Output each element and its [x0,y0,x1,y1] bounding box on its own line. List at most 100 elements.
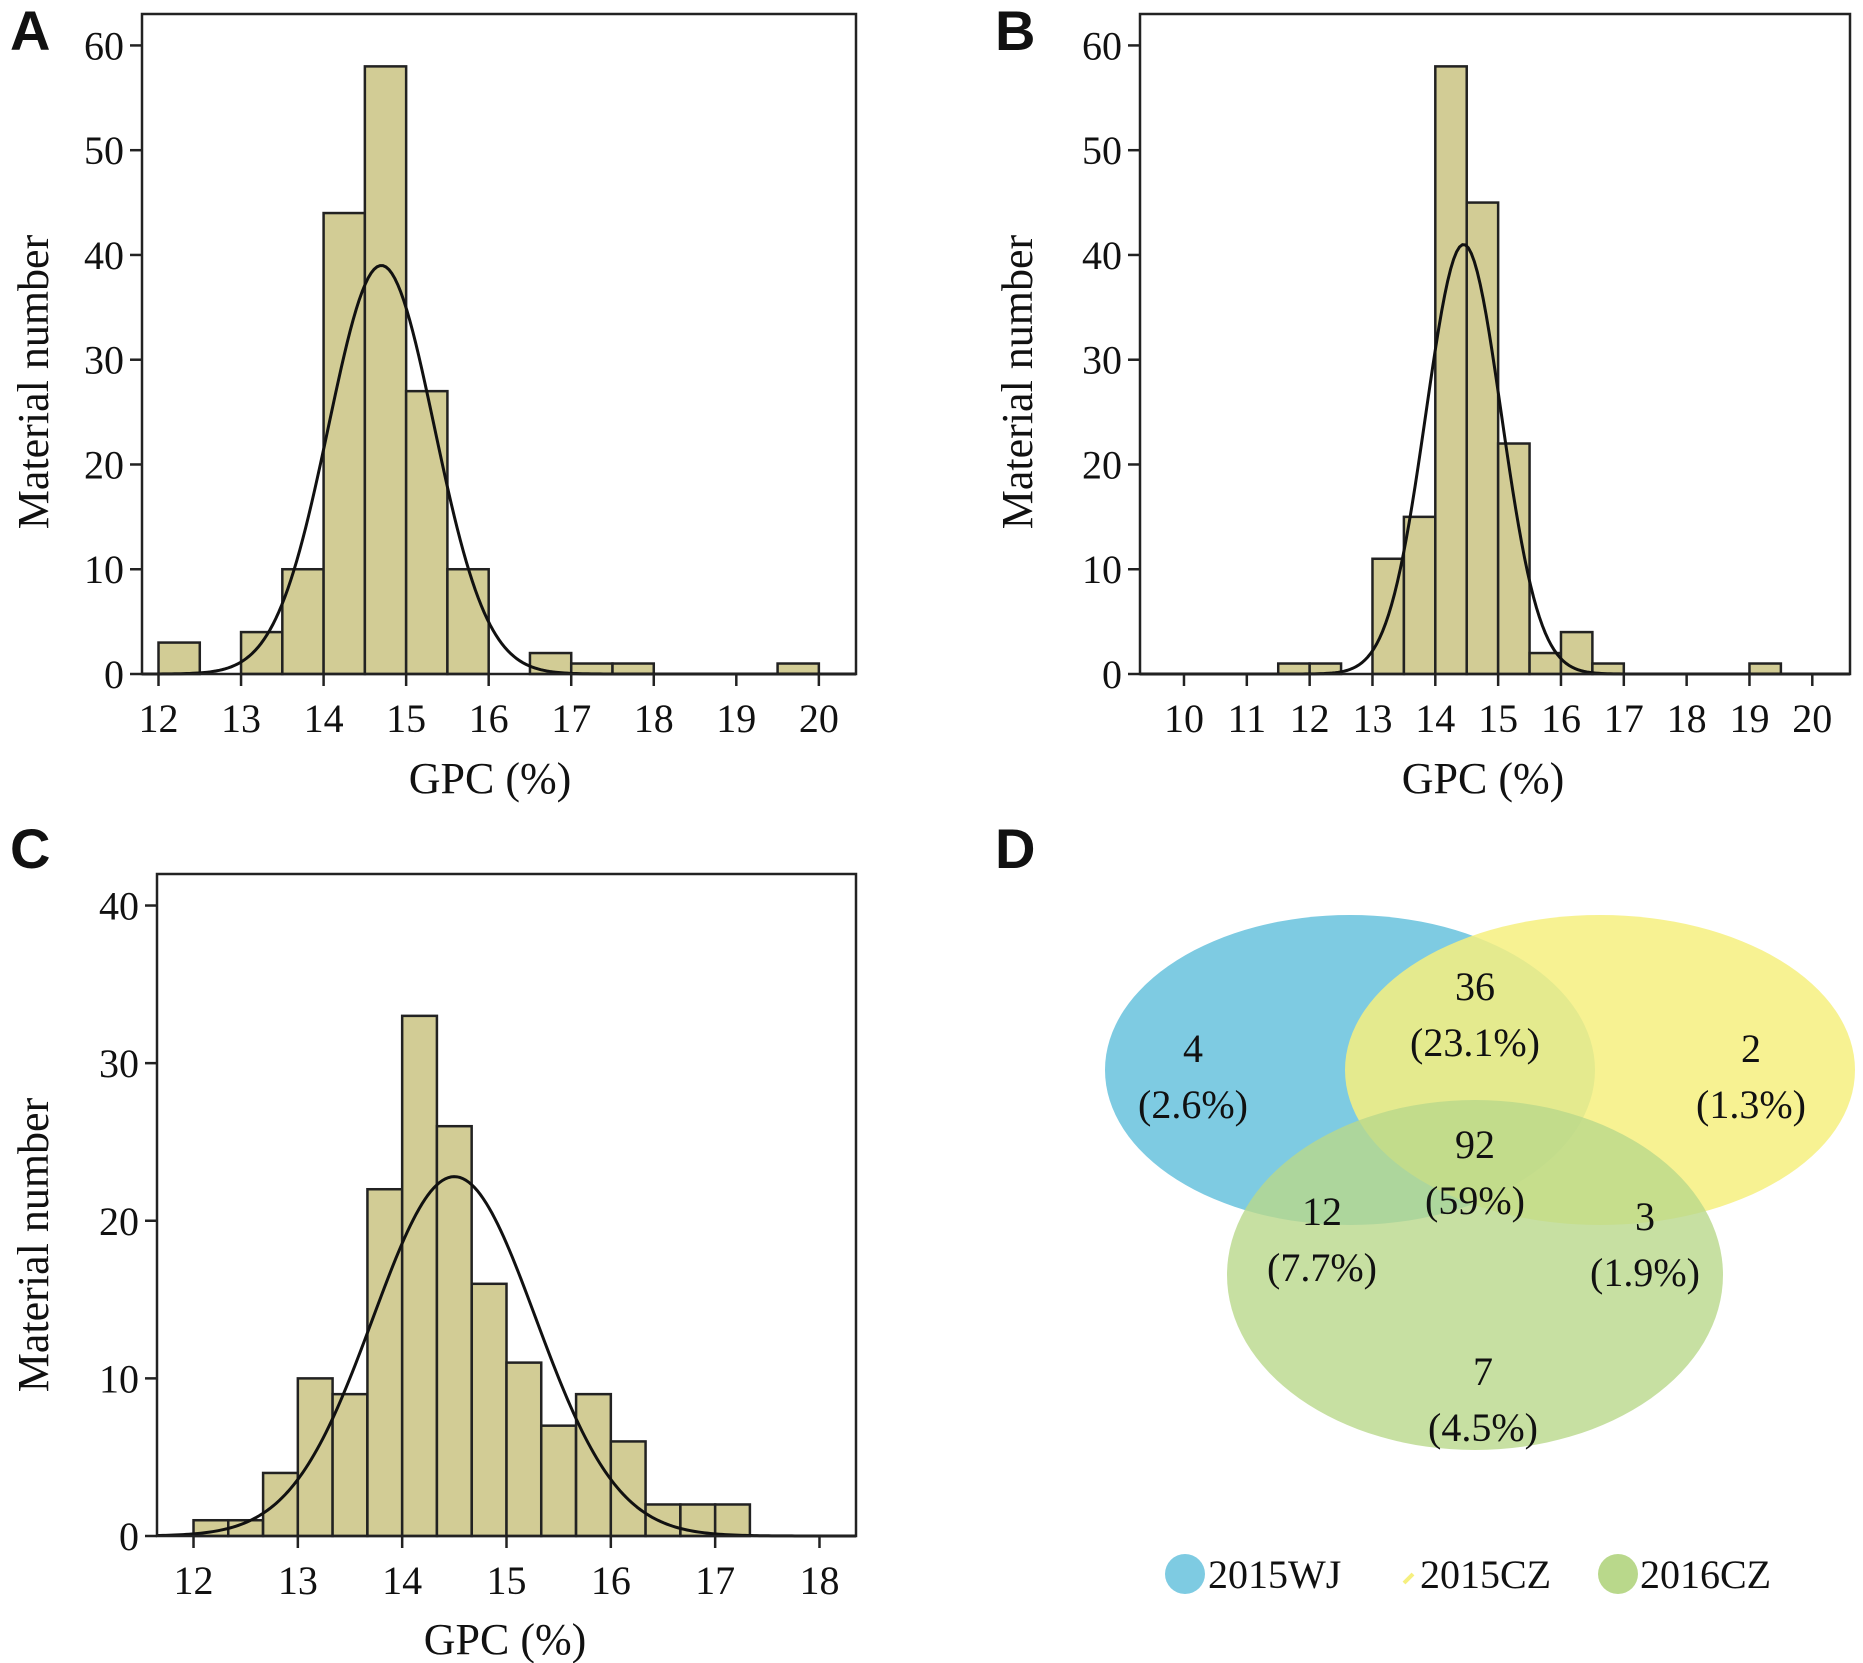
x-tick-label-b-13: 13 [1352,696,1392,741]
y-tick-label-a-20: 20 [84,442,124,487]
histogram-bar-a-6 [446,567,490,676]
histogram-bar-a-1 [239,630,284,676]
legend-label-2016cz: 2016CZ [1640,1552,1771,1597]
venn-pct-2015cz-only: (1.3%) [1696,1082,1806,1127]
histogram-bar-a-0 [157,641,202,676]
venn-count-all-three: 92 [1455,1122,1495,1167]
venn-count-2015cz-2016cz: 3 [1635,1194,1655,1239]
histogram-bar-b-0 [1276,662,1311,676]
y-tick-label-b-40: 40 [1082,233,1122,278]
histogram-c: 12 13 14 15 16 17 18 0 10 20 30 40 [99,872,858,1603]
legend-swatch-2015cz [1402,1572,1415,1585]
venn-circle-2016cz [1227,1100,1723,1450]
x-tick-label-c-16: 16 [591,1558,631,1603]
x-axis-label-a: GPC (%) [409,754,572,803]
x-tick-label-b-11: 11 [1228,696,1267,741]
y-tick-label-a-30: 30 [84,338,124,383]
x-tick-label-a-19: 19 [716,696,756,741]
histogram-bar-b-4 [1434,65,1468,676]
normal-curve-a [141,264,856,676]
histogram-bar-a-4 [363,65,408,676]
y-axis-label-b: Material number [993,234,1042,529]
x-tick-label-c-18: 18 [799,1558,839,1603]
histogram-bar-c-6 [400,1014,439,1538]
histogram-bar-c-7 [435,1124,473,1538]
legend-label-2015cz: 2015CZ [1420,1552,1551,1597]
x-tick-label-b-14: 14 [1415,696,1455,741]
y-tick-label-a-40: 40 [84,233,124,278]
venn-pct-2016cz-only: (4.5%) [1428,1405,1538,1450]
y-axis-label-a: Material number [9,234,58,529]
x-tick-label-c-12: 12 [174,1558,214,1603]
venn-pct-2015wj-2015cz: (23.1%) [1410,1020,1540,1065]
y-tick-label-a-60: 60 [84,23,124,68]
x-tick-label-c-13: 13 [278,1558,318,1603]
legend-swatch-2016cz [1598,1554,1638,1594]
x-axis-label-c: GPC (%) [424,1615,587,1663]
x-tick-label-b-15: 15 [1478,696,1518,741]
histogram-bar-b-8 [1559,630,1594,676]
histogram-bar-a-10 [776,662,821,676]
y-tick-label-b-0: 0 [1102,652,1122,697]
histogram-bar-c-8 [470,1282,508,1538]
venn-count-2015cz-only: 2 [1741,1026,1761,1071]
histogram-b: 10 11 12 13 14 15 16 17 18 19 20 0 10 20 30 40 50 60 [1082,12,1852,741]
y-tick-label-c-10: 10 [99,1356,139,1401]
y-tick-label-b-50: 50 [1082,128,1122,173]
venn-count-2015wj-2015cz: 36 [1455,964,1495,1009]
legend-label-2015wj: 2015WJ [1208,1552,1341,1597]
x-tick-label-c-14: 14 [382,1558,422,1603]
panel-letter-b: B [995,0,1035,62]
venn-count-2016cz-only: 7 [1473,1349,1493,1394]
histogram-bar-b-3 [1402,515,1437,676]
x-tick-label-c-17: 17 [695,1558,735,1603]
histogram-a: 12 13 14 15 16 17 18 19 20 0 10 20 30 40 50 60 [84,12,858,741]
x-tick-label-b-20: 20 [1792,696,1832,741]
x-tick-label-b-18: 18 [1667,696,1707,741]
histogram-bar-c-2 [261,1471,300,1538]
histogram-bar-c-15 [713,1503,752,1538]
x-tick-label-c-15: 15 [487,1558,527,1603]
y-axis-label-c: Material number [9,1097,58,1392]
x-tick-label-a-17: 17 [551,696,591,741]
y-tick-label-b-10: 10 [1082,547,1122,592]
y-tick-label-b-30: 30 [1082,338,1122,383]
x-axis-label-b: GPC (%) [1402,754,1565,803]
x-tick-label-a-15: 15 [386,696,426,741]
x-tick-label-a-20: 20 [799,696,839,741]
y-tick-label-c-40: 40 [99,884,139,929]
legend-swatch-2015wj [1165,1554,1205,1594]
venn-pct-all-three: (59%) [1425,1178,1525,1223]
plot-frame-b [1138,12,1852,676]
x-tick-label-b-10: 10 [1164,696,1204,741]
venn-count-2015wj-only: 4 [1183,1026,1203,1071]
panel-letter-c: C [10,817,50,880]
venn-legend: 2015WJ 2015CZ 2016CZ [1165,1552,1771,1597]
x-tick-label-b-12: 12 [1290,696,1330,741]
panel-letter-d: D [995,817,1035,880]
venn-pct-2015cz-2016cz: (1.9%) [1590,1250,1700,1295]
histogram-bar-a-3 [322,211,367,676]
histogram-bar-c-10 [539,1424,578,1538]
x-tick-label-a-16: 16 [469,696,509,741]
y-tick-label-c-20: 20 [99,1199,139,1244]
x-tick-label-b-16: 16 [1541,696,1581,741]
x-tick-label-a-14: 14 [304,696,344,741]
y-tick-label-c-0: 0 [119,1514,139,1559]
histogram-bar-c-3 [296,1377,334,1538]
y-tick-label-a-10: 10 [84,547,124,592]
y-tick-label-b-20: 20 [1082,442,1122,487]
histogram-bar-a-9 [611,662,656,676]
venn-pct-2015wj-2016cz: (7.7%) [1267,1245,1377,1290]
histogram-bar-c-9 [505,1361,543,1538]
y-tick-label-b-60: 60 [1082,23,1122,68]
histogram-bar-b-7 [1528,651,1563,676]
venn-count-2015wj-2016cz: 12 [1302,1189,1342,1234]
x-tick-label-b-19: 19 [1729,696,1769,741]
histogram-bar-c-4 [331,1392,369,1538]
histogram-bar-c-11 [574,1392,613,1538]
histogram-bar-b-5 [1465,201,1500,676]
histogram-bar-c-13 [644,1503,682,1538]
venn-pct-2015wj-only: (2.6%) [1138,1082,1248,1127]
